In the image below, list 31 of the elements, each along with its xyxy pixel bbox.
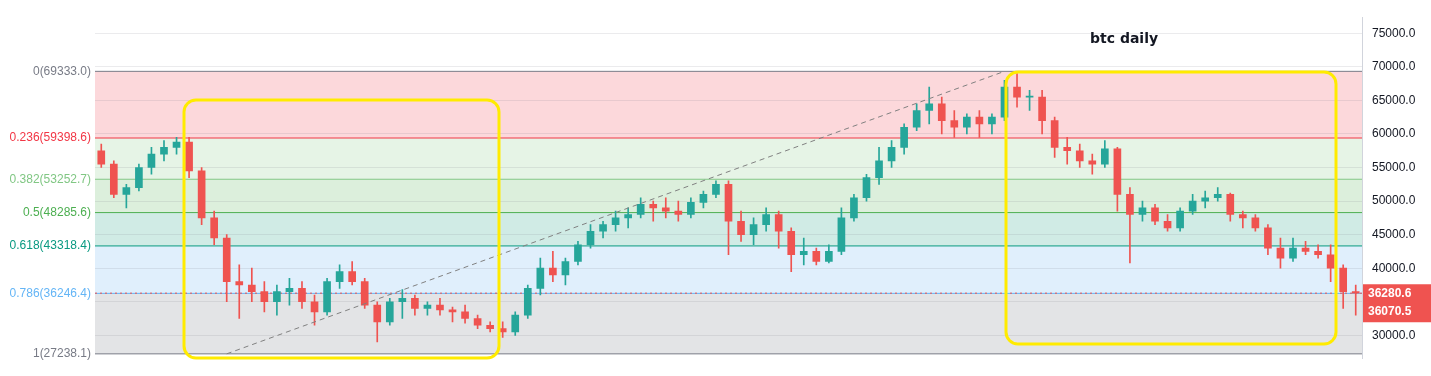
y-tick-label: 40000.0 — [1372, 260, 1416, 275]
ref-line-label: 0.382(53252.7) — [9, 171, 91, 186]
candlestick — [1351, 284, 1360, 316]
candlestick — [649, 200, 658, 222]
ref-line-label: 0(69333.0) — [32, 63, 91, 78]
ref-line-label: 36280.6 — [1368, 286, 1412, 301]
y-tick-label: 50000.0 — [1372, 193, 1416, 208]
ref-line-label: 0.236(59398.6) — [9, 130, 91, 145]
candlestick — [549, 251, 557, 282]
y-tick-label: 75000.0 — [1372, 25, 1416, 40]
y-tick-label: 60000.0 — [1372, 126, 1416, 141]
y-tick-label: 55000.0 — [1372, 159, 1416, 174]
y-tick-label: 30000.0 — [1372, 327, 1416, 342]
candlestick — [1201, 190, 1210, 209]
y-tick-label: 65000.0 — [1372, 92, 1416, 107]
text: 36070.5 — [1368, 304, 1412, 319]
y-tick-label: 70000.0 — [1372, 59, 1416, 74]
ref-line-label: 0.618(43318.4) — [9, 238, 91, 253]
ref-line-label: 0.5(48285.6) — [22, 204, 91, 219]
candlestick — [674, 200, 683, 222]
ref-line-label: 0.786(36246.4) — [9, 285, 91, 300]
candlestick — [1239, 210, 1247, 229]
text: btc daily — [1090, 30, 1159, 46]
candlestick — [925, 86, 934, 125]
y-tick-label: 45000.0 — [1372, 226, 1416, 241]
candlestick — [1063, 137, 1072, 165]
candlestick — [799, 237, 808, 266]
candlestick — [661, 197, 670, 219]
ref-line-label: 1(27238.1) — [32, 346, 91, 361]
candlestick — [436, 298, 444, 316]
candlestick — [1088, 153, 1097, 175]
